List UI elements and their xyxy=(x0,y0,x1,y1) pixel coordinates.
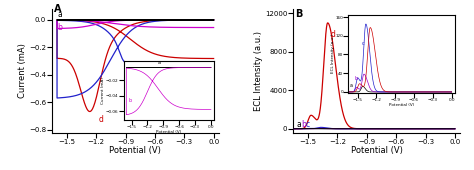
X-axis label: Potential (V): Potential (V) xyxy=(351,146,402,155)
Text: c: c xyxy=(128,99,132,108)
Text: b: b xyxy=(301,120,306,129)
Y-axis label: ECL Intensity (a.u.): ECL Intensity (a.u.) xyxy=(255,31,264,110)
Text: a: a xyxy=(57,11,62,19)
X-axis label: Potential (V): Potential (V) xyxy=(109,146,161,155)
Text: a: a xyxy=(296,120,301,129)
Text: c: c xyxy=(306,120,310,129)
Y-axis label: Current (mA): Current (mA) xyxy=(18,43,27,98)
Text: d: d xyxy=(330,30,336,39)
Text: d: d xyxy=(98,115,103,124)
Text: B: B xyxy=(295,9,303,19)
Text: b: b xyxy=(57,23,62,32)
Text: A: A xyxy=(54,4,62,14)
